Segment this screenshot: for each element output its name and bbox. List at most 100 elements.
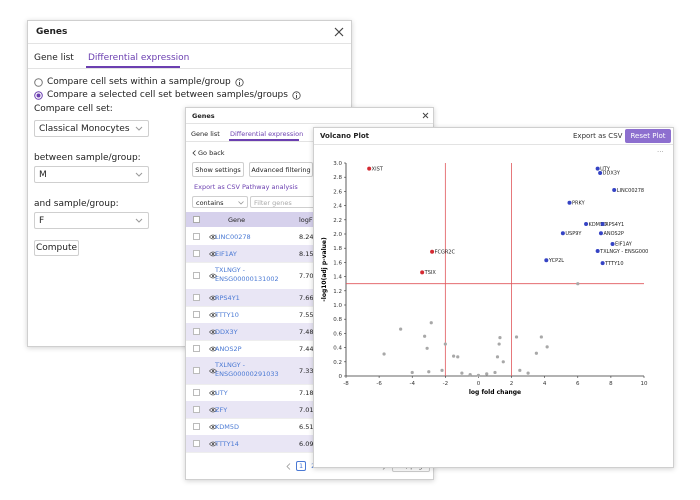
x-axis-label: log fold change [469,389,521,396]
gene-link[interactable]: ANOS2P [215,345,242,353]
gene-link[interactable]: LINC00278 [215,233,251,241]
select[interactable]: M [34,166,149,183]
y-tick-label: 2.2 [333,218,342,224]
point [600,222,605,227]
gene-link[interactable]: UTY [215,389,228,397]
point-label: YCP2L [548,258,564,264]
point-label: TXLNGY - ENSG000 [599,249,648,255]
point-label: EIF1AY [615,242,633,248]
point [518,368,522,372]
menu-icon[interactable]: ··· [657,148,664,156]
select[interactable]: Classical Monocytes [34,120,149,137]
x-tick-label: 8 [609,381,613,387]
gene-link[interactable]: EIF1AY [215,250,237,258]
button[interactable]: Advanced filtering [249,162,313,177]
eye-icon[interactable] [209,273,217,279]
gene-link[interactable]: TTTY14 [215,440,239,448]
y-tick-label: 3.0 [333,161,342,167]
x-tick-label: 0 [477,381,481,387]
page-arrow[interactable] [286,462,291,470]
checkbox[interactable] [193,389,200,396]
reset-button[interactable]: Reset Plot [625,129,671,143]
eye-icon[interactable] [209,329,217,335]
y-tick-label: 0.4 [333,346,342,352]
checkbox[interactable] [193,311,200,318]
checkbox[interactable] [193,345,200,352]
gene-link[interactable]: TXLNGY - ENSG00000291033 [215,361,279,378]
eye-icon[interactable] [209,368,217,374]
point [544,258,549,263]
gene-link[interactable]: DDX3Y [215,328,238,336]
point [495,355,500,359]
eye-icon[interactable] [209,407,217,413]
y-tick-label: 2.4 [333,204,342,210]
point [423,334,427,338]
y-tick-label: 0.8 [333,317,342,323]
checkbox[interactable] [193,294,200,301]
point [476,373,481,377]
point [600,261,605,266]
select[interactable]: F [34,212,149,229]
field-label: between sample/group: [34,153,141,163]
tab[interactable]: Gene list [34,53,74,63]
select-value: M [39,170,47,180]
radio[interactable] [34,77,43,87]
tab-active[interactable]: Differential expression [230,130,304,138]
checkbox[interactable] [193,367,200,374]
select[interactable]: contains [192,196,248,208]
gene-link[interactable]: ZFY [215,406,228,414]
checkbox[interactable] [193,423,200,430]
logfc-cell: 7.44 [299,344,314,353]
field-label: Compare cell set: [34,104,113,114]
point-label: TTTY10 [604,261,623,267]
tab-active[interactable]: Differential expression [88,53,190,63]
point [430,249,435,254]
checkbox[interactable] [193,272,200,279]
close-icon[interactable] [334,27,344,37]
logfc-cell: 8.15 [299,249,314,258]
gene-link[interactable]: TTTY10 [215,311,239,319]
point [598,170,603,175]
point [514,335,519,339]
go-back[interactable]: Go back [192,149,433,157]
eye-icon[interactable] [209,312,217,318]
gene-link[interactable]: TXLNGY - ENSG00000131002 [215,266,279,283]
eye-icon[interactable] [209,346,217,352]
tab[interactable]: Gene list [191,130,220,138]
placeholder: Filter genes [254,199,292,207]
eye-icon[interactable] [209,390,217,396]
link[interactable]: Pathway analysis [242,183,298,191]
button[interactable]: Show settings [192,162,244,177]
checkbox[interactable] [193,250,200,257]
x-tick-label: -4 [409,381,415,387]
x-tick-label: -2 [443,381,448,387]
radio-row[interactable]: Compare cell sets within a sample/group [34,77,351,87]
logfc-cell: 8.24 [299,232,314,241]
checkbox[interactable] [193,406,200,413]
x-tick-label: 2 [510,381,514,387]
eye-icon[interactable] [209,251,217,257]
logfc-cell: 7.48 [299,327,314,336]
radio-selected[interactable] [34,90,43,100]
dialog-title: Genes [36,27,68,37]
checkbox[interactable] [193,440,200,447]
link[interactable]: Export as CSV [194,183,240,191]
point [425,346,429,350]
checkbox[interactable] [193,328,200,335]
eye-icon[interactable] [209,234,217,240]
point [382,352,386,356]
logfc-cell: 7.18 [299,388,314,397]
point-label: ANOS2P [603,231,623,237]
checkbox[interactable] [193,233,200,240]
radio-row[interactable]: Compare a selected cell set between samp… [34,90,351,100]
gene-link[interactable]: KDM5D [215,423,240,431]
close-icon[interactable] [422,112,429,119]
export-button[interactable]: Export as CSV [573,132,623,140]
page-number[interactable]: 1 [296,461,307,471]
eye-icon[interactable] [209,441,217,447]
point [595,166,600,171]
eye-icon[interactable] [209,424,217,430]
eye-icon[interactable] [209,295,217,301]
gene-link[interactable]: RPS4Y1 [215,294,240,302]
compute-button[interactable]: Compute [34,240,79,256]
